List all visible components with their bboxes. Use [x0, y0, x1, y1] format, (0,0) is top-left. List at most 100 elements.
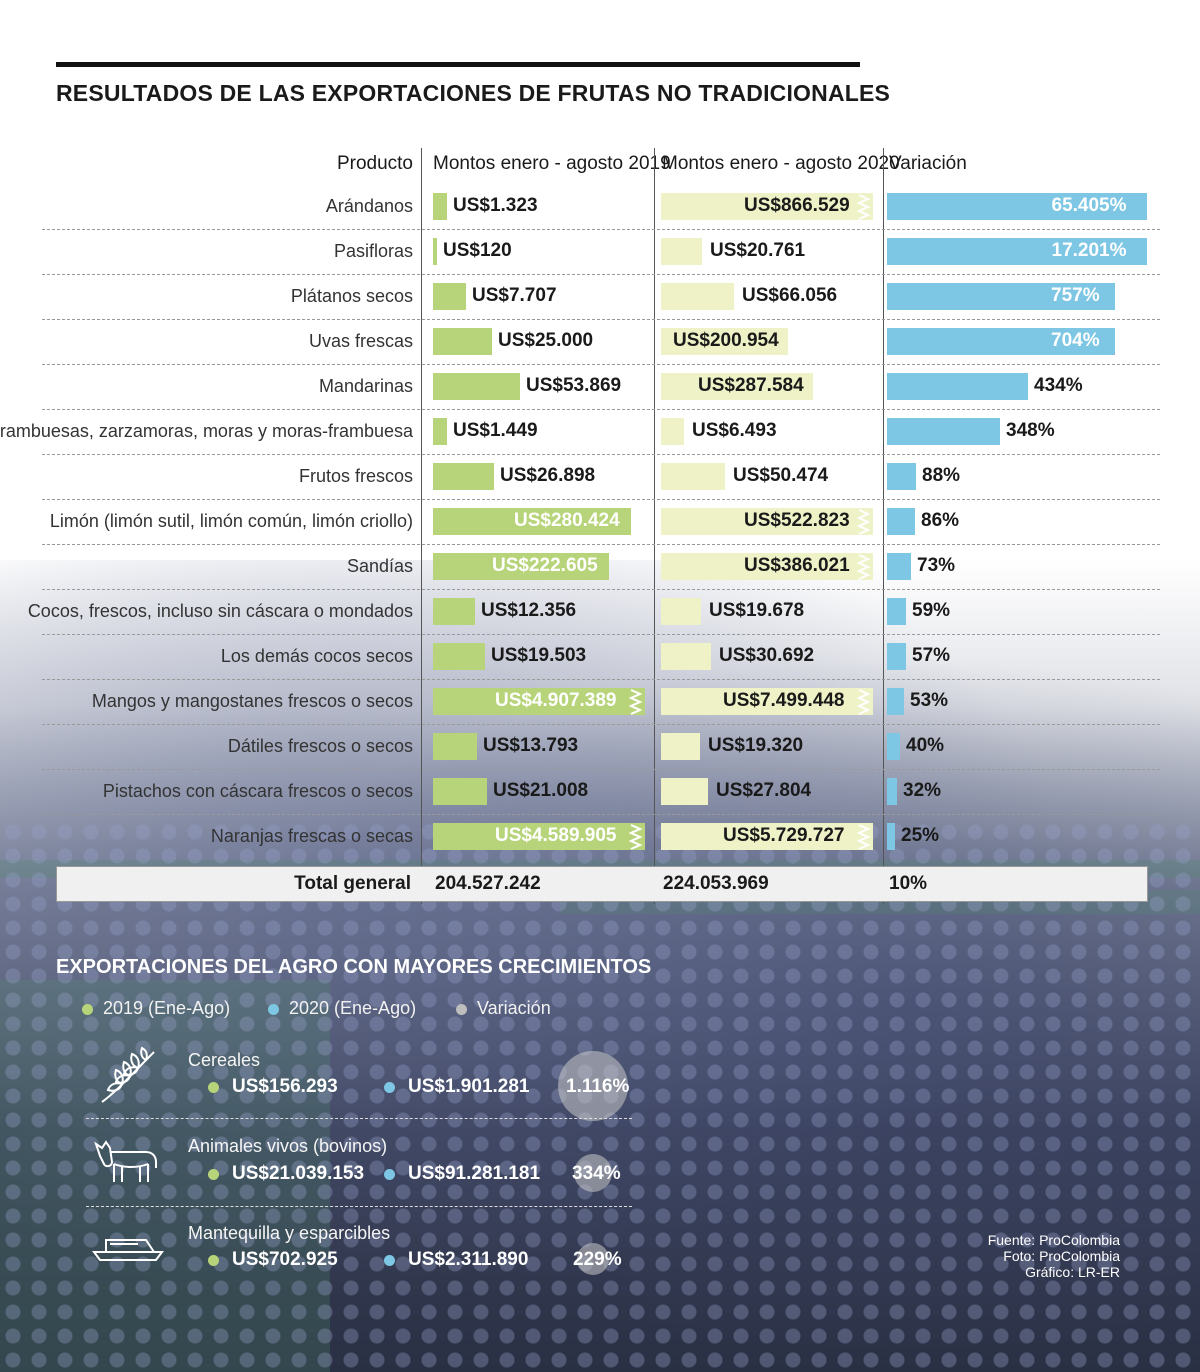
agro-2019: US$702.925	[232, 1249, 338, 1270]
dot-2019	[208, 1082, 219, 1093]
value-2020: US$50.474	[733, 465, 829, 486]
break-marker-icon	[857, 554, 871, 580]
divider	[86, 1206, 632, 1207]
total-2019: 204.527.242	[435, 873, 541, 894]
value-variation: 32%	[903, 780, 942, 801]
value-2020: US$7.499.448	[723, 690, 845, 711]
header-2019: Montos enero - agosto 2019	[433, 153, 671, 174]
product-name: Naranjas frescas o secas	[210, 826, 413, 846]
bar-2019	[433, 418, 447, 445]
source-line: Foto: ProColombia	[1003, 1248, 1120, 1264]
bar-2019	[433, 508, 631, 535]
product-name: Plátanos secos	[290, 286, 413, 306]
value-2020: US$287.584	[698, 375, 804, 396]
header-variation: Variación	[889, 153, 967, 174]
row-divider	[42, 409, 1160, 410]
value-variation: 57%	[912, 645, 951, 666]
bar-2020	[661, 193, 873, 220]
product-name: Mandarinas	[318, 376, 413, 396]
legend-label: 2019 (Ene-Ago)	[103, 998, 231, 1018]
bar-2020	[661, 508, 873, 535]
value-variation: 88%	[922, 465, 961, 486]
table-row: Plátanos secos US$7.707 US$66.056 757%	[0, 275, 1200, 320]
bar-variation	[887, 373, 1028, 400]
agro-2020: US$91.281.181	[408, 1163, 541, 1184]
value-variation: 434%	[1034, 375, 1083, 396]
value-2020: US$20.761	[710, 240, 806, 261]
product-name: Frambuesas, zarzamoras, moras y moras-fr…	[0, 421, 413, 441]
bar-2020	[661, 283, 734, 310]
value-variation: 704%	[1051, 330, 1100, 351]
value-2019: US$26.898	[500, 465, 596, 486]
agro-item-name: Cereales	[188, 1050, 261, 1070]
value-2019: US$25.000	[498, 330, 594, 351]
dot-2019	[208, 1169, 219, 1180]
bar-2019	[433, 688, 645, 715]
row-divider	[42, 769, 1160, 770]
break-marker-icon	[857, 509, 871, 535]
break-marker-icon	[857, 689, 871, 715]
bar-variation	[887, 193, 1147, 220]
product-name: Mangos y mangostanes frescos o secos	[91, 691, 413, 711]
value-2019: US$1.449	[453, 420, 538, 441]
product-name: Pistachos con cáscara frescos o secos	[102, 781, 413, 801]
dot-2020	[384, 1255, 395, 1266]
bar-2019	[433, 463, 494, 490]
break-marker-icon	[629, 824, 643, 850]
variation-circle	[574, 1154, 612, 1192]
bar-2019	[433, 193, 447, 220]
value-variation: 59%	[912, 600, 951, 621]
bar-2020	[661, 598, 701, 625]
bar-2020	[661, 463, 725, 490]
value-2020: US$5.729.727	[723, 825, 845, 846]
table-row: Frutos frescos US$26.898 US$50.474 88%	[0, 455, 1200, 500]
legend-label: Variación	[477, 998, 551, 1018]
value-2019: US$53.869	[526, 375, 622, 396]
row-divider	[42, 814, 1160, 815]
header-product: Producto	[336, 153, 413, 174]
break-marker-icon	[857, 194, 871, 220]
value-variation: 65.405%	[1051, 195, 1127, 216]
bar-variation	[887, 643, 906, 670]
bar-variation	[887, 688, 904, 715]
agro-title: EXPORTACIONES DEL AGRO CON MAYORES CRECI…	[56, 956, 652, 978]
table-row: Naranjas frescas o secas US$4.589.905 US$5…	[0, 815, 1200, 860]
agro-variation: 334%	[572, 1163, 621, 1184]
bar-variation	[887, 463, 916, 490]
agro-2019: US$156.293	[232, 1076, 338, 1097]
source-block: Fuente: ProColombia Foto: ProColombia Gr…	[988, 1232, 1120, 1280]
value-2019: US$4.907.389	[495, 690, 617, 711]
variation-circle	[558, 1051, 628, 1121]
total-row: Total general 204.527.242 224.053.969 10…	[56, 866, 1148, 902]
value-2020: US$866.529	[744, 195, 850, 216]
value-2019: US$7.707	[472, 285, 557, 306]
bar-variation	[887, 598, 906, 625]
legend-dot	[82, 1003, 93, 1015]
agro-item-name: Mantequilla y esparcibles	[188, 1223, 391, 1243]
agro-variation: 229%	[573, 1249, 622, 1270]
value-variation: 86%	[921, 510, 960, 531]
value-variation: 53%	[910, 690, 949, 711]
divider	[86, 1118, 632, 1119]
bar-2019	[433, 598, 475, 625]
agro-2020: US$2.311.890	[408, 1249, 529, 1270]
bar-2019	[433, 643, 485, 670]
bar-variation	[887, 553, 911, 580]
bar-2020	[661, 733, 700, 760]
bar-variation	[887, 823, 895, 850]
cow-icon	[94, 1140, 157, 1182]
source-line: Fuente: ProColombia	[987, 1232, 1120, 1248]
legend-dot	[456, 1003, 467, 1015]
source-line: Gráfico: LR-ER	[1025, 1264, 1120, 1280]
product-name: Cocos, frescos, incluso sin cáscara o mo…	[27, 601, 413, 621]
bar-variation	[887, 283, 1115, 310]
break-marker-icon	[857, 824, 871, 850]
butter-dish-icon	[92, 1239, 164, 1261]
bar-2019	[433, 553, 609, 580]
row-divider	[42, 499, 1160, 500]
product-name: Limón (limón sutil, limón común, limón c…	[49, 511, 413, 531]
value-2019: US$12.356	[481, 600, 577, 621]
bar-variation	[887, 733, 900, 760]
bar-2019	[433, 238, 437, 265]
chart-title: RESULTADOS DE LAS EXPORTACIONES DE FRUTA…	[56, 80, 891, 106]
